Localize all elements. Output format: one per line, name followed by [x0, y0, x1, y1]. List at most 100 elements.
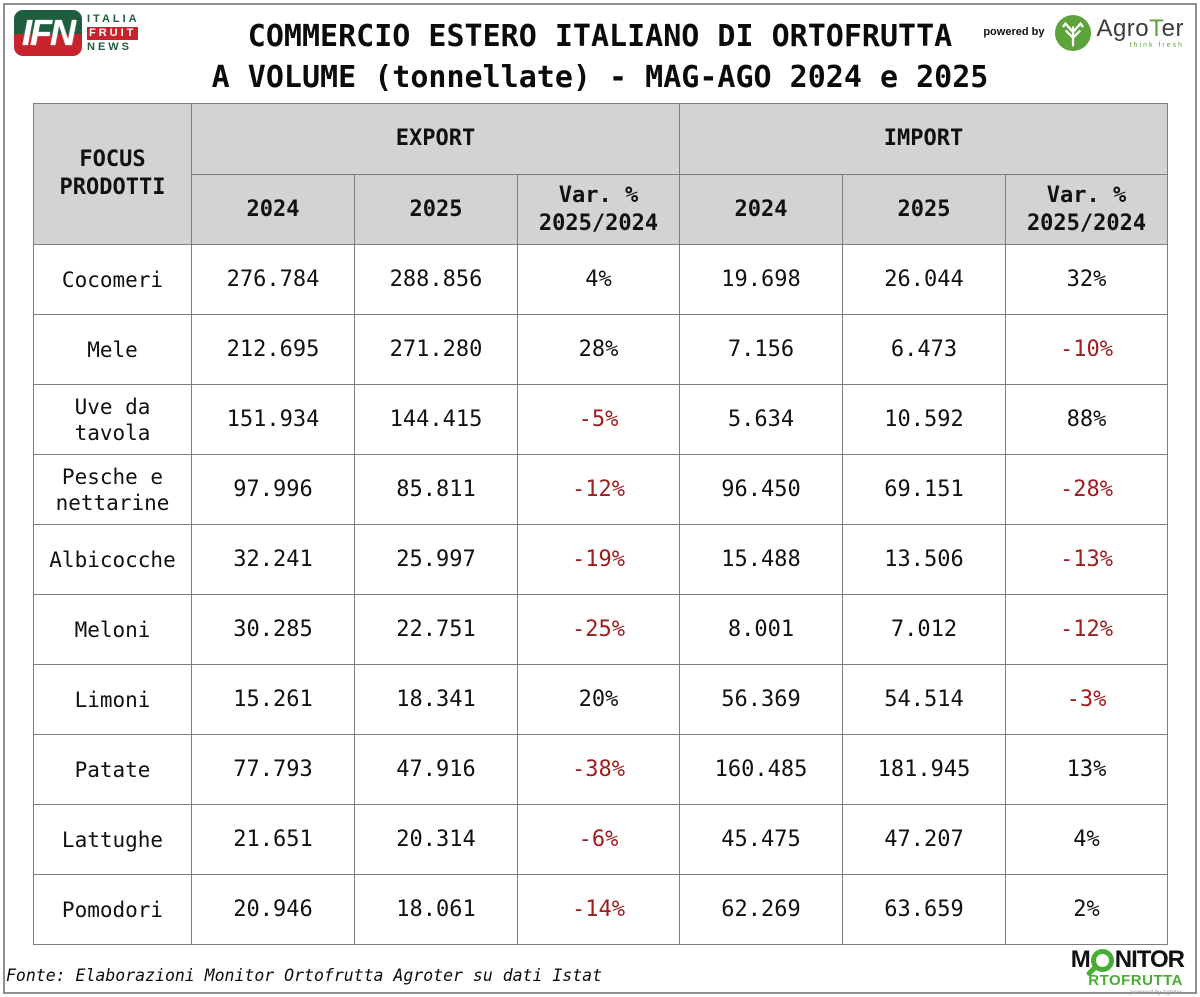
- cell-export-var: -5%: [516, 384, 681, 455]
- cell-import-2025: 47.207: [842, 804, 1007, 875]
- table-header-group-row: FOCUS PRODOTTI EXPORT IMPORT: [33, 103, 1169, 245]
- cell-export-2024: 20.946: [191, 874, 355, 945]
- cell-import-var: -12%: [1005, 594, 1169, 665]
- table-row: Cocomeri 276.784 288.856 4% 19.698 26.04…: [33, 244, 1169, 315]
- cell-export-var: -25%: [516, 594, 681, 665]
- ifn-badge: IFN: [14, 10, 82, 56]
- cell-import-var: -3%: [1005, 664, 1169, 735]
- cell-import-var: -13%: [1005, 524, 1169, 595]
- cell-import-var: -28%: [1005, 454, 1169, 525]
- cell-import-2025: 6.473: [842, 314, 1007, 385]
- cell-import-2024: 19.698: [679, 244, 844, 315]
- cell-import-2024: 15.488: [679, 524, 844, 595]
- header-import-2024: 2024: [679, 174, 844, 245]
- cell-import-2024: 62.269: [679, 874, 844, 945]
- table-row: Meloni 30.285 22.751 -25% 8.001 7.012 -1…: [33, 594, 1169, 665]
- cell-product: Pesche e nettarine: [33, 454, 192, 525]
- cell-export-var: 28%: [516, 314, 681, 385]
- cell-export-var: -12%: [516, 454, 681, 525]
- cell-product: Albicocche: [33, 524, 192, 595]
- cell-import-2025: 69.151: [842, 454, 1007, 525]
- cell-import-var: -10%: [1005, 314, 1169, 385]
- cell-product: Uve da tavola: [33, 384, 192, 455]
- header-export-2025: 2025: [354, 174, 518, 245]
- cell-import-2024: 7.156: [679, 314, 844, 385]
- cell-import-2025: 181.945: [842, 734, 1007, 805]
- table-row: Albicocche 32.241 25.997 -19% 15.488 13.…: [33, 524, 1169, 595]
- powered-by-block: powered by AgroTer think fresh: [983, 14, 1184, 52]
- table-row: Pomodori 20.946 18.061 -14% 62.269 63.65…: [33, 874, 1169, 945]
- cell-export-var: 4%: [516, 244, 681, 315]
- cell-export-2025: 18.341: [354, 664, 518, 735]
- agroter-tagline: think fresh: [1129, 42, 1184, 49]
- page-title-line1: COMMERCIO ESTERO ITALIANO DI ORTOFRUTTA: [247, 19, 953, 54]
- cell-export-2024: 32.241: [191, 524, 355, 595]
- header-export-2024: 2024: [191, 174, 355, 245]
- cell-export-var: -38%: [516, 734, 681, 805]
- cell-export-var: -6%: [516, 804, 681, 875]
- monitor-powered-by: powered by Agroter: [1129, 990, 1182, 996]
- cell-product: Lattughe: [33, 804, 192, 875]
- table-row: Patate 77.793 47.916 -38% 160.485 181.94…: [33, 734, 1169, 805]
- cell-export-2024: 30.285: [191, 594, 355, 665]
- header-import-2025: 2025: [842, 174, 1007, 245]
- cell-export-var: 20%: [516, 664, 681, 735]
- cell-export-var: -14%: [516, 874, 681, 945]
- page-title: COMMERCIO ESTERO ITALIANO DI ORTOFRUTTA …: [0, 16, 1200, 98]
- cell-product: Meloni: [33, 594, 192, 665]
- table-row: Uve da tavola 151.934 144.415 -5% 5.634 …: [33, 384, 1169, 455]
- cell-export-2025: 271.280: [354, 314, 518, 385]
- table-row: Limoni 15.261 18.341 20% 56.369 54.514 -…: [33, 664, 1169, 735]
- cell-import-var: 88%: [1005, 384, 1169, 455]
- agroter-logo: AgroTer think fresh: [1054, 14, 1184, 52]
- ortofrutta-wordmark: RTOFRUTTA: [1088, 972, 1183, 989]
- cell-import-2024: 5.634: [679, 384, 844, 455]
- powered-by-label: powered by: [983, 26, 1045, 38]
- source-note: Fonte: Elaborazioni Monitor Ortofrutta A…: [6, 966, 603, 985]
- header-focus-prodotti: FOCUS PRODOTTI: [33, 103, 192, 245]
- cell-export-2025: 20.314: [354, 804, 518, 875]
- ifn-word-italia: ITALIA: [87, 12, 140, 25]
- cell-export-2025: 47.916: [354, 734, 518, 805]
- cell-product: Mele: [33, 314, 192, 385]
- cell-export-2025: 288.856: [354, 244, 518, 315]
- ifn-word-fruit: FRUIT: [87, 26, 139, 40]
- cell-export-2025: 85.811: [354, 454, 518, 525]
- ifn-acronym: IFN: [22, 12, 76, 53]
- cell-import-2024: 96.450: [679, 454, 844, 525]
- monitor-wordmark: M NITOR: [1070, 946, 1185, 973]
- cell-export-2025: 22.751: [354, 594, 518, 665]
- cell-import-var: 13%: [1005, 734, 1169, 805]
- cell-export-2024: 151.934: [191, 384, 355, 455]
- cell-export-2024: 212.695: [191, 314, 355, 385]
- cell-product: Patate: [33, 734, 192, 805]
- table-row: Lattughe 21.651 20.314 -6% 45.475 47.207…: [33, 804, 1169, 875]
- cell-export-2024: 15.261: [191, 664, 355, 735]
- cell-export-var: -19%: [516, 524, 681, 595]
- table-row: Pesche e nettarine 97.996 85.811 -12% 96…: [33, 454, 1169, 525]
- cell-import-2025: 63.659: [842, 874, 1007, 945]
- monitor-ortofrutta-logo: M NITOR RTOFRUTTA powered by Agroter: [1064, 946, 1185, 997]
- cell-product: Cocomeri: [33, 244, 192, 315]
- page-title-line2: A VOLUME (tonnellate) - MAG-AGO 2024 e 2…: [211, 60, 989, 95]
- agroter-wordmark: AgroTer think fresh: [1096, 17, 1184, 50]
- magnifier-icon: [1090, 948, 1114, 972]
- cell-import-2025: 26.044: [842, 244, 1007, 315]
- cell-export-2025: 25.997: [354, 524, 518, 595]
- table-row: Mele 212.695 271.280 28% 7.156 6.473 -10…: [33, 314, 1169, 385]
- cell-import-2024: 56.369: [679, 664, 844, 735]
- cell-import-2024: 45.475: [679, 804, 844, 875]
- ifn-logo: IFN ITALIA FRUIT NEWS: [14, 10, 140, 56]
- cell-import-2025: 54.514: [842, 664, 1007, 735]
- header-export-group: EXPORT: [190, 103, 681, 175]
- tree-icon: [1055, 14, 1092, 52]
- cell-export-2024: 97.996: [191, 454, 355, 525]
- table-header-year-row: 2024 2025 Var. % 2025/2024 2024 2025 Var.…: [34, 174, 1169, 245]
- ifn-wordmark: ITALIA FRUIT NEWS: [87, 13, 140, 54]
- cell-import-var: 2%: [1005, 874, 1169, 945]
- cell-import-var: 32%: [1005, 244, 1169, 315]
- header-export-var: Var. % 2025/2024: [516, 174, 681, 245]
- cell-import-2025: 10.592: [842, 384, 1007, 455]
- cell-import-2024: 8.001: [679, 594, 844, 665]
- cell-product: Pomodori: [33, 874, 192, 945]
